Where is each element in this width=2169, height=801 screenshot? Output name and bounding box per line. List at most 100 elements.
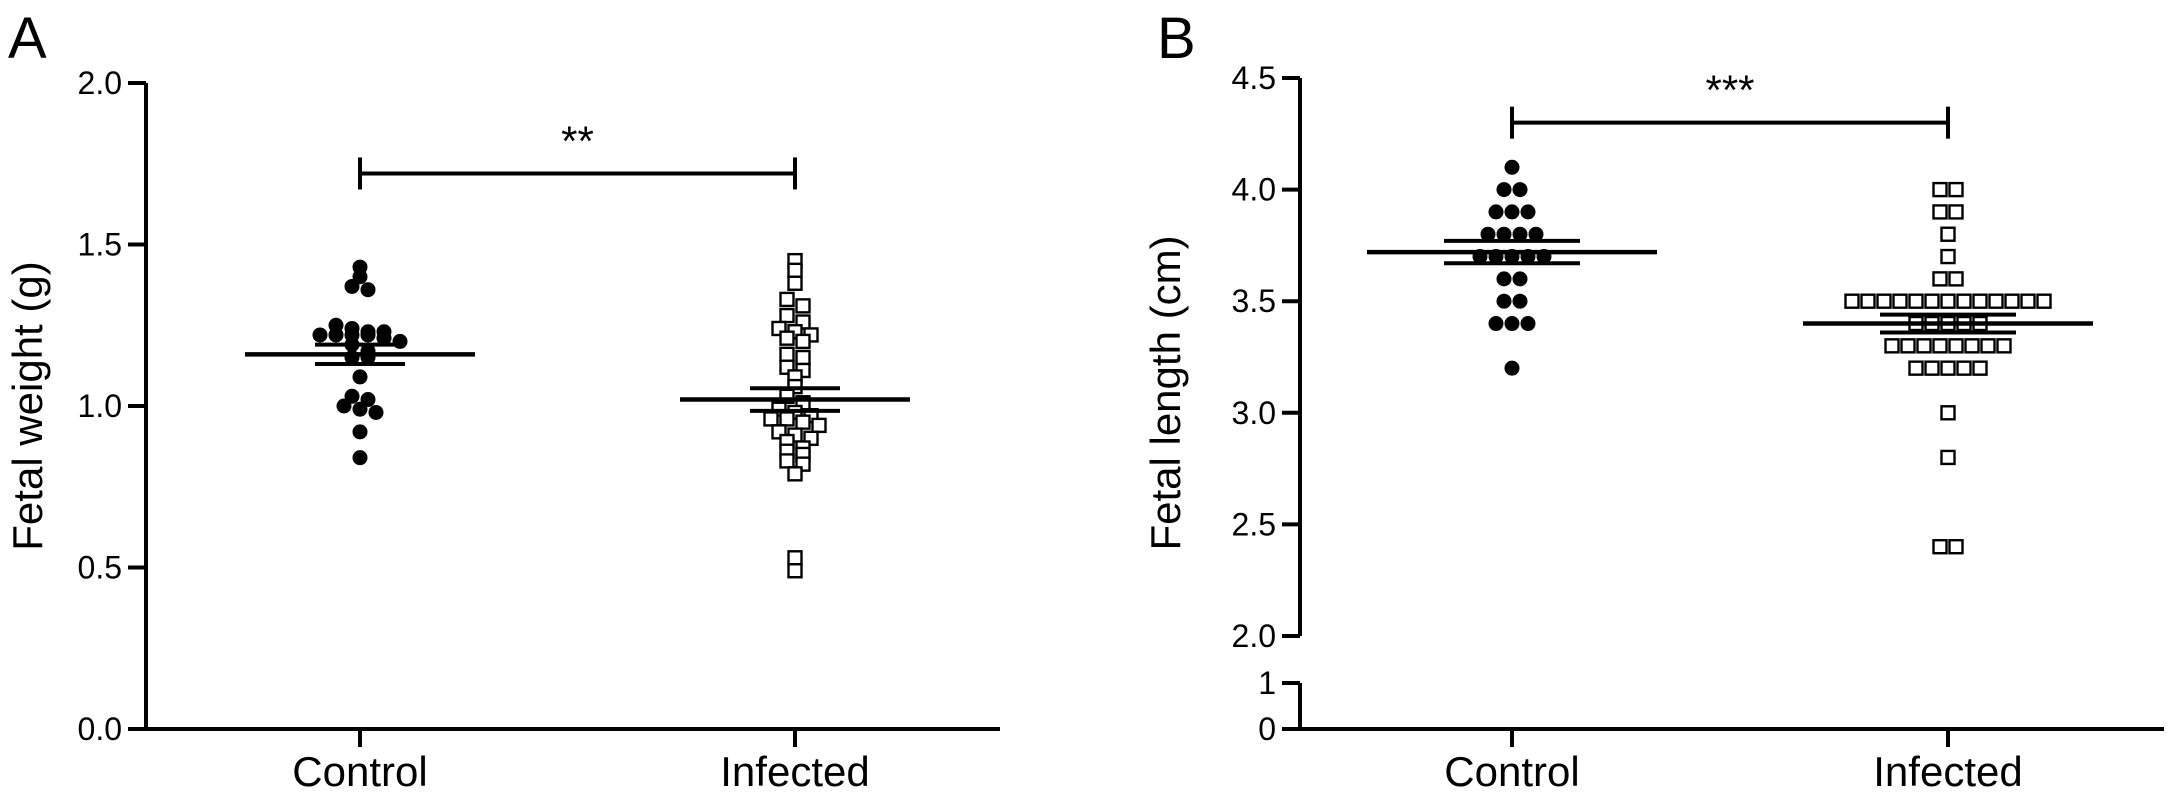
data-point [344,278,360,294]
data-point [1988,293,2004,309]
data-point [1504,159,1520,175]
data-point [1932,181,1948,198]
data-point [1488,316,1504,332]
data-point [352,401,368,417]
significance-label: ** [561,117,594,164]
data-point [811,417,827,434]
axes: 0 1 2.0 2.5 3.0 3.5 4.0 4.5 Control Infected [1232,60,2164,795]
data-point [787,466,803,482]
data-point [312,327,328,343]
data-point [1964,338,1980,354]
data-point [1924,293,1940,309]
data-point [352,450,368,466]
data-point [1512,271,1528,287]
data-point [763,411,779,427]
data-point [1900,338,1916,354]
data-point [1948,204,1964,220]
data-point [1496,226,1512,242]
data-point [1884,338,1900,354]
data-point [1932,539,1948,555]
panel-b-length-chart: B 0 1 2.0 2.5 3.0 3.5 4.0 4.5 Control Infected Feta… [1142,6,2164,795]
y-tick-label: 4.0 [1232,172,1276,208]
data-point [779,330,795,346]
axes: 0.0 0.5 1.0 1.5 2.0 Control Infected [78,65,1000,795]
data-point [1860,293,1876,309]
data-point [1940,449,1956,466]
data-point [1948,338,1964,354]
data-point [1892,293,1908,309]
y-tick-label: 0 [1258,711,1276,747]
significance-bracket: *** [1510,67,1950,139]
data-point [1924,360,1940,376]
x-category-label: Control [292,748,427,795]
data-point [779,307,795,324]
data-point [787,275,803,291]
data-point [1496,182,1512,198]
data-point [1956,360,1972,376]
data-point [787,563,803,579]
data-point [1940,226,1956,242]
panel-a-weight-chart: A 0.0 0.5 1.0 1.5 2.0 Control Infected Fetal wei… [4,6,1000,795]
data-point [1916,338,1932,354]
y-axis-title: Fetal weight (g) [4,261,51,550]
significance-label: *** [1705,67,1754,114]
y-tick-label: 1.5 [78,227,122,263]
y-tick-label: 4.5 [1232,60,1276,96]
data-point [1956,293,1972,309]
data-point [1980,338,1996,354]
data-point [779,411,795,427]
data-point [1844,293,1860,309]
y-tick-label: 2.5 [1232,506,1276,542]
data-point [360,282,376,298]
y-tick-label: 3.0 [1232,395,1276,431]
data-point [1488,204,1504,220]
data-point [1512,182,1528,198]
series-control [245,259,475,466]
data-point [1996,338,2012,354]
series-control [1367,159,1657,376]
data-point [1528,226,1544,242]
y-axis-title: Fetal length (cm) [1142,235,1189,550]
data-point [360,327,376,343]
panel-letter: A [8,6,47,71]
series-infected [680,252,910,579]
panel-letter: B [1157,6,1196,71]
y-tick-label: 3.5 [1232,283,1276,319]
data-point [1512,293,1528,309]
data-point [2004,293,2020,309]
data-point [1940,248,1956,265]
data-point [779,346,795,363]
data-point [2020,293,2036,309]
data-point [368,404,384,420]
data-point [392,333,408,349]
data-point [1940,293,1956,309]
y-tick-label: 2.0 [78,65,122,101]
data-point [787,550,803,566]
data-point [376,330,392,346]
data-point [1940,405,1956,421]
data-point [1504,360,1520,376]
x-category-label: Control [1444,748,1579,795]
data-point [795,349,811,366]
significance-bracket: ** [358,117,797,190]
data-point [1972,360,1988,376]
data-point [352,369,368,385]
data-point [795,298,811,314]
data-point [1504,316,1520,332]
series-infected [1803,181,2093,555]
y-tick-label: 1.0 [78,388,122,424]
data-point [1496,271,1512,287]
data-point [1932,338,1948,354]
data-point [795,333,811,350]
data-point [1948,539,1964,555]
data-point [795,414,811,430]
data-point [336,398,352,414]
data-point [779,291,795,308]
data-point [1504,204,1520,220]
data-point [1876,293,1892,309]
data-point [1948,181,1964,198]
x-category-label: Infected [1873,748,2022,795]
y-tick-label: 2.0 [1232,618,1276,654]
x-category-label: Infected [720,748,869,795]
